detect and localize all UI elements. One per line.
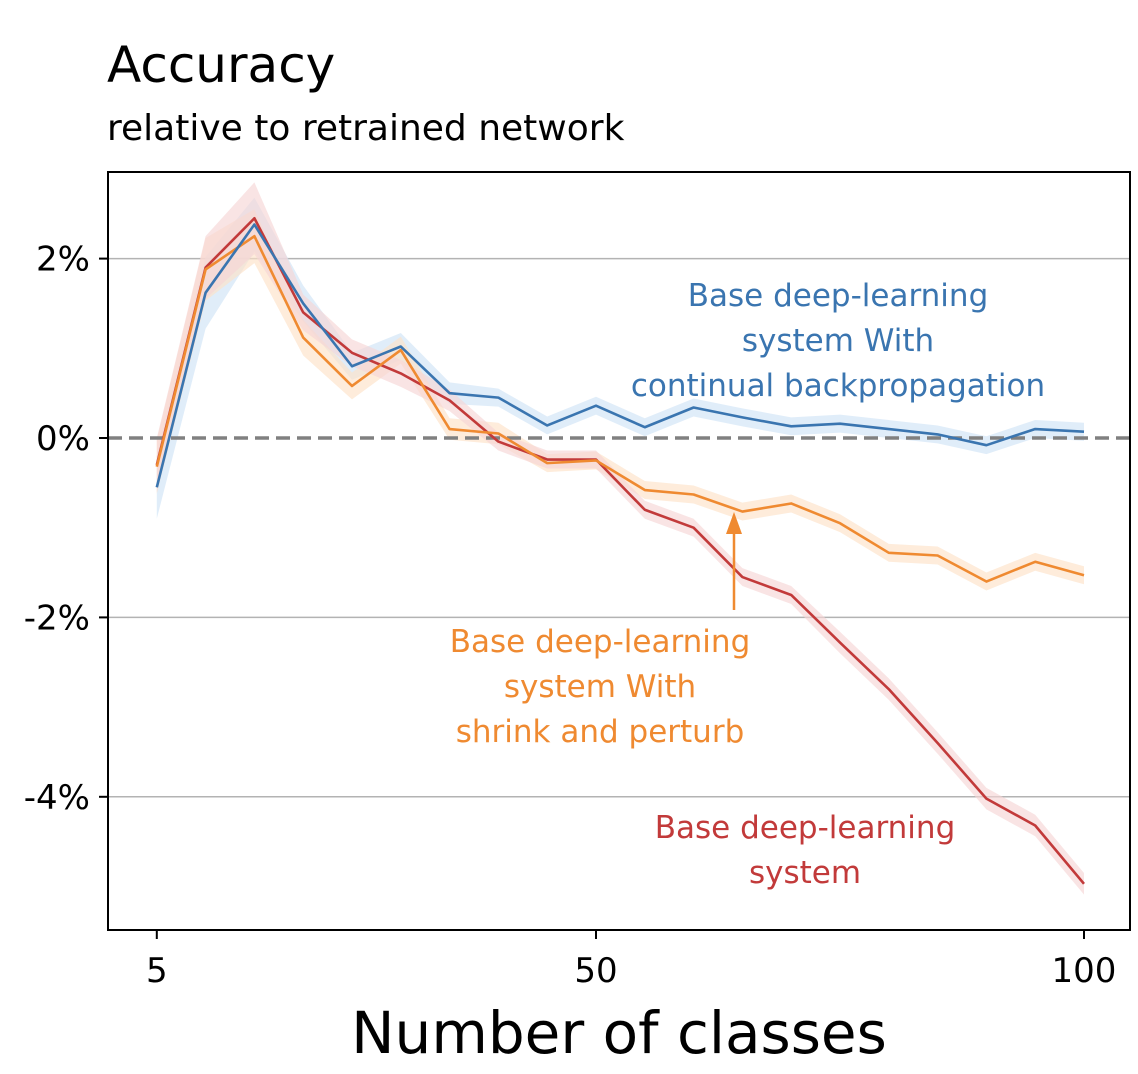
series-line-2 [155, 216, 1085, 885]
series-label-2: Base deep-learning [655, 810, 956, 846]
x-tick-label: 50 [574, 951, 617, 991]
y-tick-label: 0% [36, 419, 90, 459]
series-label-1: system With [504, 669, 696, 705]
series-label-1: shrink and perturb [456, 714, 745, 750]
y-tick-label: -4% [24, 778, 90, 818]
series-label-0: continual backpropagation [631, 368, 1045, 404]
series-labels: Base deep-learning system With continual b… [450, 278, 1045, 891]
annotation-arrow [726, 512, 742, 610]
series-label-2: system [749, 855, 861, 891]
x-tick-label: 5 [146, 951, 168, 991]
chart-title: Accuracy [107, 36, 335, 94]
chart-subtitle: relative to retrained network [107, 108, 625, 149]
series-line-1 [155, 234, 1085, 583]
series-label-0: system With [742, 323, 934, 359]
series-line-0 [155, 223, 1085, 488]
x-axis-ticks: 5 50 100 [146, 930, 1116, 991]
series-lines [155, 216, 1085, 885]
x-tick-label: 100 [1052, 951, 1117, 991]
series-label-1: Base deep-learning [450, 624, 751, 660]
arrow-head [726, 512, 742, 534]
y-tick-label: 2% [36, 240, 90, 280]
y-axis-ticks: 2% 0% -2% -4% [24, 240, 108, 818]
y-tick-label: -2% [24, 598, 90, 638]
series-label-0: Base deep-learning [688, 278, 989, 314]
x-axis-label: Number of classes [351, 999, 887, 1067]
plot-frame [107, 171, 1131, 931]
